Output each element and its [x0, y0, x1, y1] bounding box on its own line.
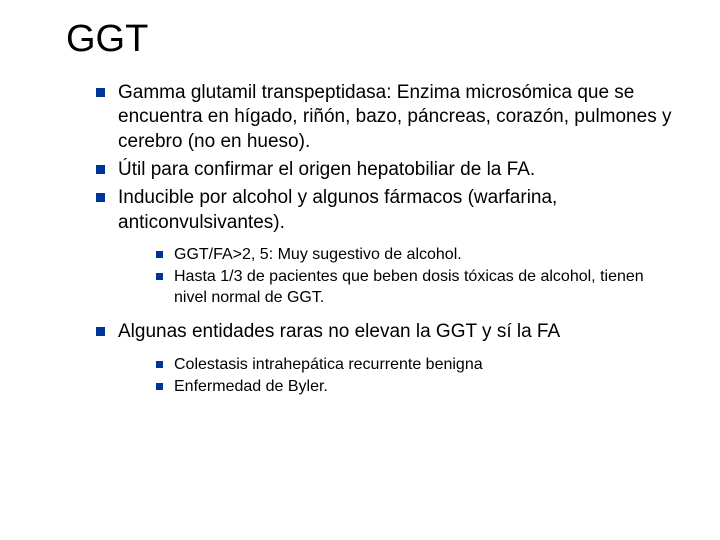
bullet-list-level2: GGT/FA>2, 5: Muy sugestivo de alcohol. H…: [156, 245, 680, 308]
slide-title: GGT: [66, 18, 680, 61]
bullet-list-level2: Colestasis intrahepática recurrente beni…: [156, 355, 680, 398]
list-item: Útil para confirmar el origen hepatobili…: [96, 158, 680, 182]
bullet-list-level1: Gamma glutamil transpeptidasa: Enzima mi…: [96, 81, 680, 235]
slide-container: GGT Gamma glutamil transpeptidasa: Enzim…: [0, 0, 720, 540]
list-item: Algunas entidades raras no elevan la GGT…: [96, 320, 680, 344]
list-item: Enfermedad de Byler.: [156, 377, 680, 397]
list-item: GGT/FA>2, 5: Muy sugestivo de alcohol.: [156, 245, 680, 265]
list-item: Gamma glutamil transpeptidasa: Enzima mi…: [96, 81, 680, 154]
list-item: Hasta 1/3 de pacientes que beben dosis t…: [156, 267, 680, 308]
bullet-list-level1: Algunas entidades raras no elevan la GGT…: [96, 320, 680, 344]
list-item: Colestasis intrahepática recurrente beni…: [156, 355, 680, 375]
list-item: Inducible por alcohol y algunos fármacos…: [96, 186, 680, 235]
